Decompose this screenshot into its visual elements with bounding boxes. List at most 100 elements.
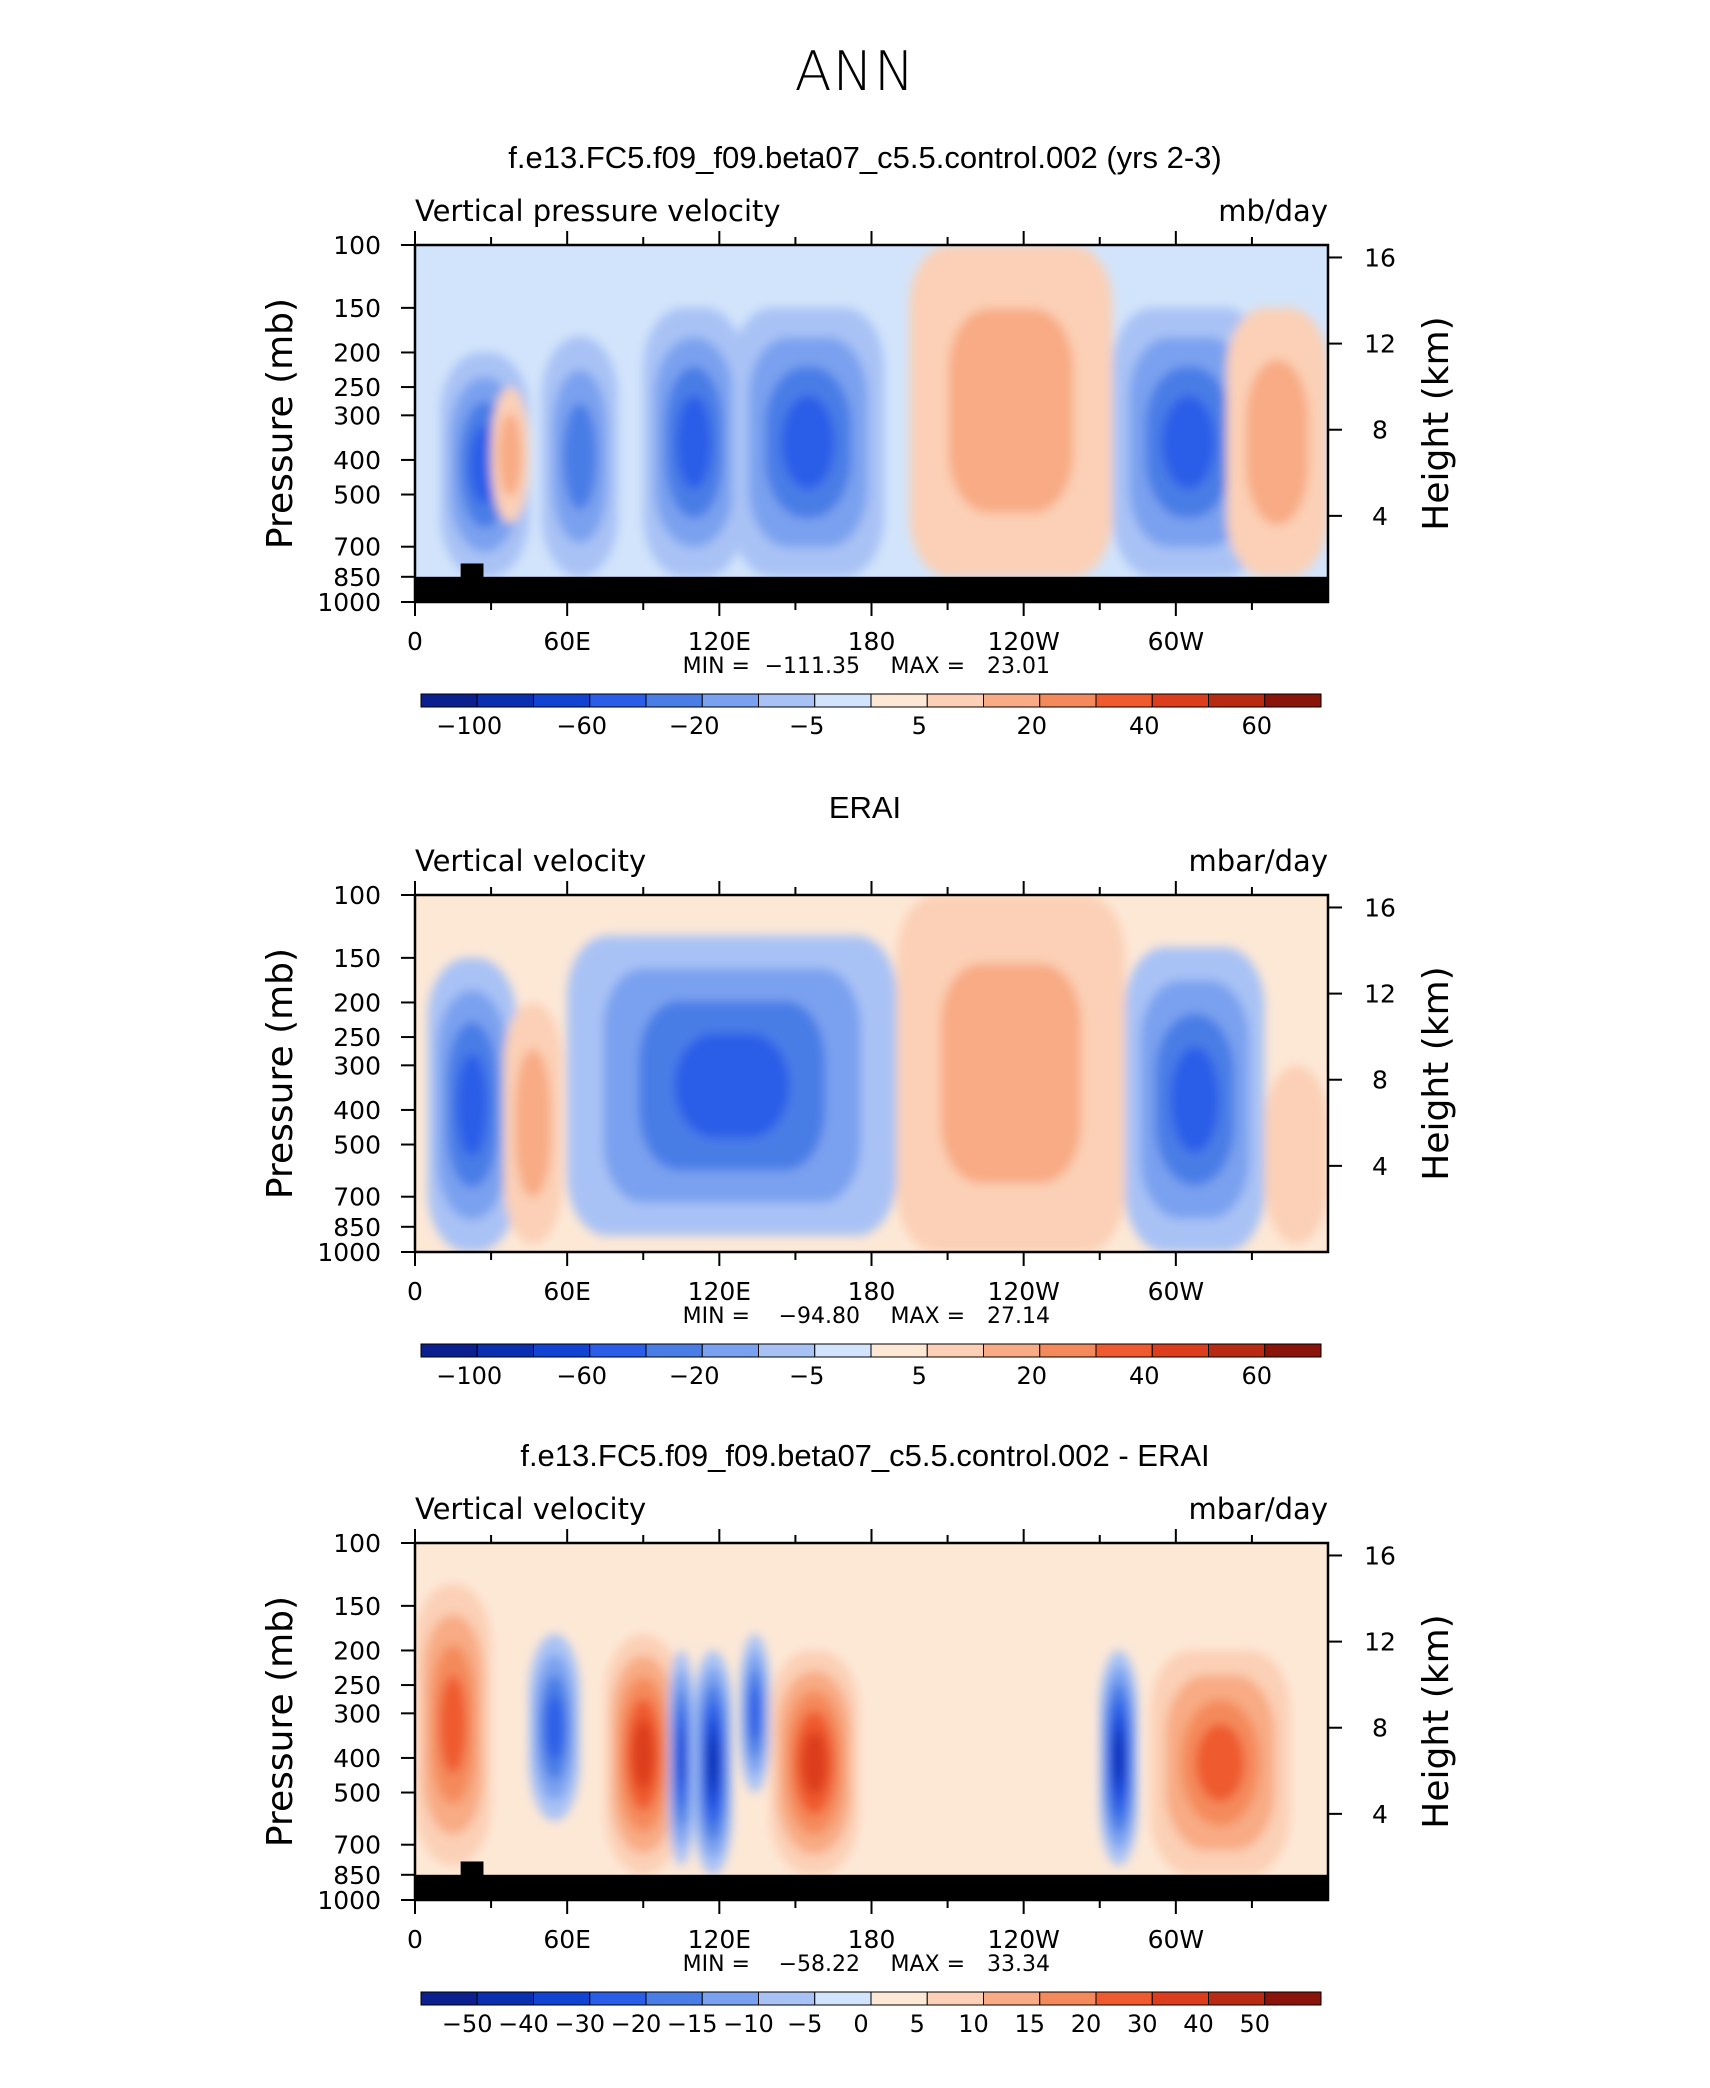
colorbar-label: 20 [1016, 1362, 1047, 1390]
colorbar-label: −30 [554, 2010, 605, 2038]
right-tick-label: 12 [1364, 1628, 1396, 1657]
colorbar-label: −5 [787, 2010, 822, 2038]
colorbar-box [983, 1343, 1041, 1358]
max-label: MAX = [890, 1304, 965, 1329]
right-tick-label: 4 [1372, 1152, 1388, 1181]
figure-title: ANN [794, 40, 916, 103]
contour-band [708, 1735, 718, 1790]
colorbar-label: −60 [556, 712, 607, 740]
colorbar-box [1039, 1343, 1097, 1358]
colorbar-box [533, 1991, 591, 2006]
right-tick-label: 8 [1372, 416, 1388, 445]
colorbar-box [701, 1991, 759, 2006]
contour-plot: 0 60E 120E 180 120W 60W1001502002503004005007… [260, 1492, 1457, 2038]
colorbar-box [420, 693, 478, 708]
colorbar-box [926, 1991, 984, 2006]
colorbar-label: −5 [789, 1362, 824, 1390]
panel-title: f.e13.FC5.f09_f09.beta07_c5.5.control.00… [508, 140, 1222, 175]
x-tick-label: 120W [987, 1925, 1059, 1954]
min-label: MIN = [683, 654, 750, 679]
colorbar-label: 60 [1241, 1362, 1272, 1390]
contour-band [781, 395, 835, 490]
colorbar-box [1264, 1343, 1322, 1358]
colorbar-label: 10 [958, 2010, 989, 2038]
contour-field [440, 245, 1328, 577]
x-tick-label: 0 [407, 627, 423, 656]
colorbar-box [476, 693, 534, 708]
colorbar-label: −100 [436, 1362, 502, 1390]
colorbar-box [645, 693, 703, 708]
colorbar-label: 5 [910, 2010, 925, 2038]
colorbar-label: −5 [789, 712, 824, 740]
colorbar-box [701, 1343, 759, 1358]
colorbar-box [926, 693, 984, 708]
contour-band [1170, 1046, 1220, 1153]
right-tick-label: 12 [1364, 980, 1396, 1009]
colorbar-box [1095, 693, 1153, 708]
max-label: MAX = [890, 654, 965, 679]
colorbar-label: −20 [669, 1362, 720, 1390]
colorbar-label: 15 [1014, 2010, 1045, 2038]
right-tick-label: 4 [1372, 502, 1388, 531]
y-tick-label: 250 [333, 1023, 381, 1052]
panel-title: f.e13.FC5.f09_f09.beta07_c5.5.control.00… [520, 1438, 1210, 1473]
colorbar-label: 50 [1239, 2010, 1270, 2038]
colorbar-label: −50 [442, 2010, 493, 2038]
contour-band [940, 963, 1082, 1184]
contour-band [676, 395, 712, 490]
colorbar-box [1208, 1343, 1266, 1358]
y-tick-label: 850 [333, 1213, 381, 1242]
y-tick-label: 700 [333, 1183, 381, 1212]
contour-band [545, 1695, 564, 1760]
contour-band [1162, 395, 1215, 490]
y-axis-label: Pressure (mb) [260, 1596, 301, 1847]
colorbar-label: 40 [1129, 712, 1160, 740]
y-tick-label: 150 [333, 1592, 381, 1621]
variable-label: Vertical velocity [415, 1492, 646, 1526]
right-axis-label: Height (km) [1416, 1614, 1457, 1828]
colorbar-box [1039, 693, 1097, 708]
contour-band [674, 1033, 790, 1138]
x-tick-label: 0 [407, 1277, 423, 1306]
contour-band [562, 402, 597, 510]
y-tick-label: 300 [333, 1699, 381, 1728]
y-tick-label: 500 [333, 1779, 381, 1808]
y-tick-label: 200 [333, 338, 381, 367]
contour-band [1114, 1731, 1124, 1784]
right-tick-label: 16 [1364, 1541, 1396, 1570]
colorbar-box [701, 693, 759, 708]
colorbar-label: 20 [1016, 712, 1047, 740]
right-axis-label: Height (km) [1416, 316, 1457, 530]
y-tick-label: 300 [333, 401, 381, 430]
units-label: mbar/day [1189, 1492, 1328, 1526]
contour-field [427, 895, 1328, 1252]
colorbar-box [1151, 693, 1209, 708]
colorbar-box [1208, 1991, 1266, 2006]
panel-erai: ERAI 0 60E 120E 180 120W 60W 100 150 200 250 300 40… [0, 790, 1710, 1440]
y-tick-label: 250 [333, 373, 381, 402]
y-tick-label: 850 [333, 1861, 381, 1890]
contour-band [498, 413, 522, 497]
y-axis-label: Pressure (mb) [260, 298, 301, 549]
contour-band [948, 308, 1074, 513]
y-tick-label: 500 [333, 481, 381, 510]
contour-field [415, 1583, 1290, 1875]
variable-label: Vertical velocity [415, 844, 646, 878]
colorbar-box [476, 1343, 534, 1358]
colorbar-label: 20 [1071, 2010, 1102, 2038]
right-tick-label: 8 [1372, 1714, 1388, 1743]
contour-band [1246, 359, 1309, 526]
colorbar-label: −15 [667, 2010, 718, 2038]
contour-band [749, 1685, 761, 1741]
contour-band [1264, 1065, 1328, 1245]
topography-mask [460, 1861, 484, 1876]
colorbar-box [533, 693, 591, 708]
x-tick-label: 60E [543, 627, 591, 656]
colorbar-box [870, 693, 928, 708]
colorbar-box [645, 1343, 703, 1358]
y-tick-label: 250 [333, 1671, 381, 1700]
colorbar-box [758, 693, 816, 708]
colorbar-label: −100 [436, 712, 502, 740]
colorbar-box [589, 1991, 647, 2006]
colorbar-label: 40 [1129, 1362, 1160, 1390]
